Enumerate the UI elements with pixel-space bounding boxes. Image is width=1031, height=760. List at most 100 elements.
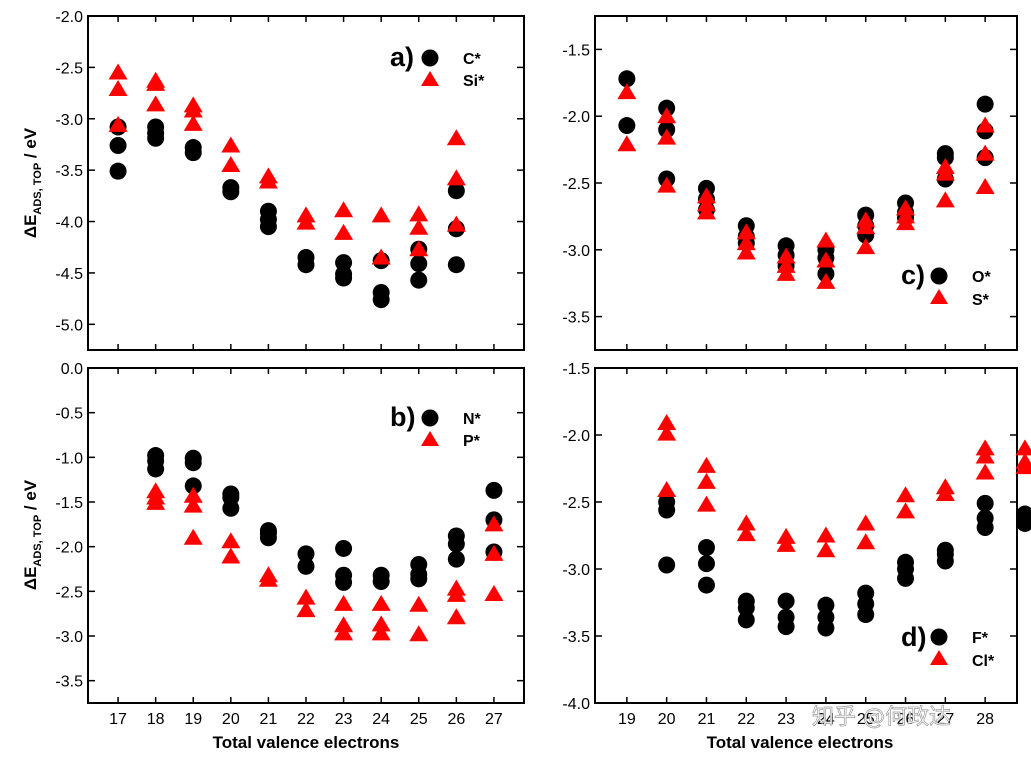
data-point-c: [372, 291, 390, 309]
data-point-si: [409, 205, 429, 222]
data-point-c: [147, 129, 165, 147]
panel-b-ticks: 17 18 19 20 21 22 23 24 25 26 27 -3.5 -3.0 -2.5 -2.0 -1…: [55, 361, 524, 728]
data-point-s: [696, 203, 716, 220]
data-point-cl: [736, 514, 756, 531]
x-tick-label: 20: [222, 711, 240, 728]
data-point-n: [372, 573, 390, 591]
data-point-n: [147, 460, 165, 478]
panel-b-marks: [146, 447, 504, 642]
data-point-si: [446, 169, 466, 186]
data-point-n: [222, 499, 240, 517]
y-tick-label: -1.5: [55, 495, 83, 512]
y-tick-label: -1.5: [562, 42, 590, 59]
data-point-p: [183, 496, 203, 513]
data-point-s: [816, 272, 836, 289]
legend-circle-marker: [930, 628, 948, 646]
y-tick-label: 0.0: [61, 361, 83, 378]
x-tick-label: 25: [857, 711, 875, 728]
y-tick-label: -3.0: [562, 562, 590, 579]
y-tick-label: -2.5: [55, 60, 83, 77]
x-tick-label: 23: [335, 711, 353, 728]
data-point-cl: [816, 526, 836, 543]
data-point-s: [657, 128, 677, 145]
panel-c-marks: [617, 70, 995, 289]
data-point-cl: [856, 514, 876, 531]
data-point-p: [371, 624, 391, 641]
data-point-s: [975, 178, 995, 195]
legend-circle-marker: [421, 409, 439, 427]
data-point-p: [484, 585, 504, 602]
panel-a-label: a): [390, 42, 414, 72]
data-point-cl: [657, 424, 677, 441]
data-point-p: [446, 585, 466, 602]
panel-a: -5.0 -4.5 -4.0 -3.5 -3.0 -2.5 -2.0 a) C* Si* Δ…: [21, 9, 525, 351]
data-point-si: [371, 248, 391, 265]
panel-c-frame: [594, 15, 1018, 351]
legend-label-si: Si*: [463, 73, 485, 90]
data-point-cl: [896, 502, 916, 519]
legend-label-o: O*: [972, 269, 991, 286]
x-tick-label: 24: [817, 711, 835, 728]
x-tick-label: 18: [147, 711, 165, 728]
data-point-si: [108, 115, 128, 132]
data-point-f: [976, 494, 994, 512]
panel-d: 19 20 21 22 23 24 25 26 27 28 -4.0 -3.5 -3.0 -2.5 -2.0…: [562, 361, 1031, 752]
data-point-si: [409, 240, 429, 257]
data-point-cl: [935, 484, 955, 501]
y-tick-label: -5.0: [55, 317, 83, 334]
data-point-f: [777, 618, 795, 636]
data-point-f: [658, 556, 676, 574]
data-point-s: [657, 176, 677, 193]
panel-b: 17 18 19 20 21 22 23 24 25 26 27 -3.5 -3.0 -2.5 -2.0 -1…: [21, 361, 525, 752]
y-tick-label: -3.5: [562, 310, 590, 327]
panel-b-ylabel: ΔEADS, TOP / eV: [21, 479, 44, 590]
legend-label-p: P*: [463, 433, 481, 450]
data-point-cl: [856, 533, 876, 550]
data-point-c: [447, 182, 465, 200]
data-point-c: [335, 269, 353, 287]
data-point-cl: [696, 456, 716, 473]
data-point-s: [816, 231, 836, 248]
y-tick-label: -2.5: [55, 584, 83, 601]
data-point-n: [410, 570, 428, 588]
x-tick-label: 20: [658, 711, 676, 728]
data-point-f: [737, 611, 755, 629]
panel-c-ticks: -3.5 -3.0 -2.5 -2.0 -1.5: [562, 16, 1017, 350]
x-tick-label: 22: [737, 711, 755, 728]
data-point-n: [447, 535, 465, 553]
data-point-p: [484, 515, 504, 532]
data-point-si: [221, 156, 241, 173]
data-point-cl: [975, 463, 995, 480]
y-tick-label: -4.5: [55, 266, 83, 283]
data-point-si: [296, 213, 316, 230]
y-tick-label: -3.5: [55, 163, 83, 180]
panel-d-label: d): [901, 622, 926, 652]
y-tick-label: -2.0: [55, 540, 83, 557]
data-point-s: [776, 264, 796, 281]
x-tick-label: 28: [976, 711, 994, 728]
data-point-s: [896, 214, 916, 231]
y-tick-label: -3.5: [562, 629, 590, 646]
panel-c-legend: O* S*: [930, 267, 991, 309]
panel-b-label: b): [390, 402, 415, 432]
data-point-s: [776, 247, 796, 264]
x-tick-label: 24: [372, 711, 390, 728]
data-point-p: [296, 601, 316, 618]
legend-circle-marker: [930, 267, 948, 285]
data-point-p: [146, 493, 166, 510]
panel-c: -3.5 -3.0 -2.5 -2.0 -1.5 c) O* S*: [562, 15, 1018, 351]
data-point-s: [935, 164, 955, 181]
data-point-n: [335, 539, 353, 557]
panel-d-marks: [657, 413, 1031, 637]
data-point-si: [108, 63, 128, 80]
data-point-f: [737, 599, 755, 617]
data-point-cl: [696, 472, 716, 489]
data-point-s: [975, 144, 995, 161]
data-point-o: [936, 149, 954, 167]
y-tick-label: -2.0: [562, 109, 590, 126]
y-tick-label: -0.5: [55, 406, 83, 423]
data-point-n: [335, 573, 353, 591]
y-tick-label: -1.0: [55, 450, 83, 467]
data-point-si: [221, 136, 241, 153]
data-point-s: [935, 191, 955, 208]
